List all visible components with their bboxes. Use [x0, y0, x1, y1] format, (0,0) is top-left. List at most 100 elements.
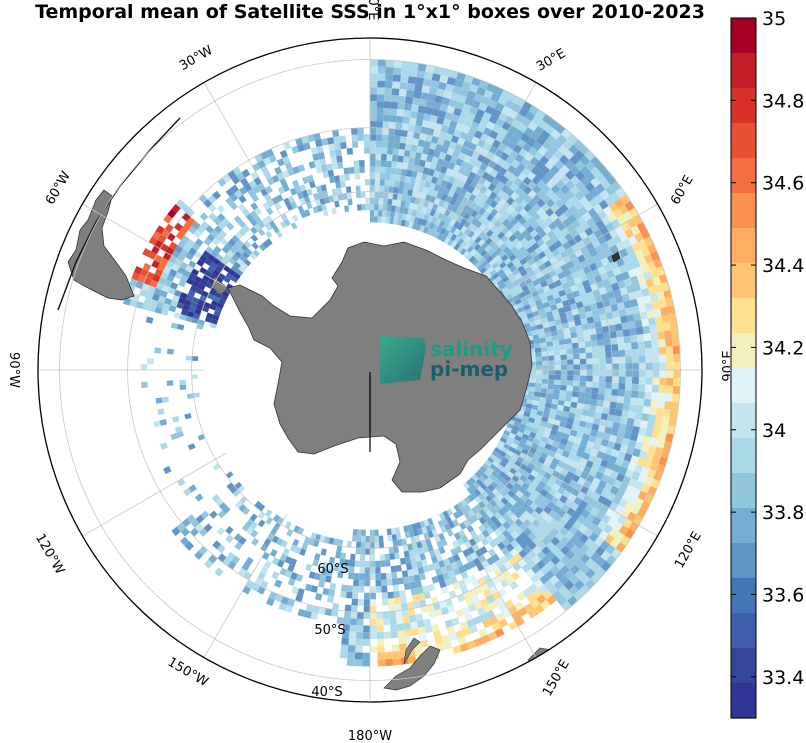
sss-cell — [462, 548, 471, 558]
sss-cell — [600, 413, 609, 421]
sss-cell — [556, 329, 564, 336]
sss-cell — [533, 579, 544, 589]
sss-cell — [582, 211, 592, 222]
sss-cell — [216, 526, 226, 536]
sss-cell — [574, 319, 582, 327]
sss-cell — [529, 286, 537, 294]
sss-cell — [411, 190, 418, 198]
sss-cell — [485, 205, 494, 214]
sss-cell — [615, 402, 624, 410]
sss-cell — [543, 260, 552, 269]
sss-cell — [182, 269, 192, 278]
sss-cell — [549, 155, 560, 165]
sss-cell — [428, 121, 437, 130]
sss-cell — [327, 137, 335, 145]
sss-cell — [576, 268, 586, 277]
sss-cell — [305, 604, 314, 613]
sss-cell — [346, 591, 353, 599]
sss-cell — [260, 580, 269, 589]
sss-cell — [450, 135, 460, 144]
sss-cell — [538, 501, 547, 511]
sss-cell — [215, 253, 224, 262]
sss-cell — [463, 74, 474, 84]
sss-cell — [535, 374, 543, 379]
sss-cell — [589, 404, 597, 412]
sss-cell — [626, 218, 637, 229]
sss-cell — [638, 355, 646, 363]
sss-cell — [236, 239, 244, 248]
sss-cell — [459, 110, 469, 119]
sss-cell — [425, 64, 435, 74]
sss-cell — [419, 572, 426, 581]
sss-cell — [650, 332, 658, 341]
sss-cell — [534, 225, 544, 234]
sss-cell — [523, 429, 531, 436]
sss-cell — [523, 304, 531, 311]
sss-cell — [467, 509, 475, 517]
sss-cell — [611, 344, 619, 351]
sss-cell — [382, 611, 390, 619]
sss-cell — [440, 166, 448, 174]
sss-cell — [617, 280, 626, 289]
sss-cell — [229, 193, 239, 202]
sss-cell — [379, 541, 384, 549]
sss-cell — [474, 471, 482, 479]
sss-cell — [514, 417, 522, 424]
sss-cell — [592, 381, 599, 388]
sss-cell — [548, 413, 556, 420]
sss-cell — [541, 546, 551, 556]
sss-cell — [260, 188, 269, 197]
sss-cell — [540, 476, 549, 485]
sss-cell — [464, 191, 472, 200]
sss-cell — [539, 396, 547, 403]
sss-cell — [599, 189, 610, 200]
sss-cell — [493, 228, 502, 236]
sss-cell — [520, 494, 529, 503]
sss-cell — [580, 318, 588, 325]
sss-cell — [560, 364, 568, 370]
sss-cell — [477, 139, 486, 149]
sss-cell — [388, 186, 395, 194]
sss-cell — [544, 569, 555, 580]
sss-cell — [380, 166, 386, 174]
sss-cell — [520, 237, 529, 246]
sss-cell — [205, 246, 214, 255]
sss-cell — [351, 598, 358, 606]
sss-cell — [526, 514, 536, 524]
sss-cell — [624, 200, 635, 212]
sss-cell — [609, 331, 617, 339]
sss-cell — [374, 197, 379, 205]
sss-cell — [536, 493, 545, 502]
sss-cell — [494, 511, 502, 520]
sss-cell — [540, 564, 550, 575]
sss-cell — [574, 579, 585, 591]
sss-cell — [475, 182, 483, 191]
sss-cell — [553, 149, 564, 160]
sss-cell — [504, 179, 514, 189]
sss-cell — [597, 209, 608, 220]
sss-cell — [398, 181, 405, 189]
sss-cell — [530, 598, 541, 609]
sss-cell — [505, 293, 513, 301]
sss-cell — [358, 586, 365, 593]
sss-cell — [509, 580, 519, 590]
sss-cell — [555, 499, 565, 509]
sss-cell — [531, 212, 541, 221]
sss-cell — [184, 541, 194, 551]
sss-cell — [329, 176, 336, 184]
sss-cell — [571, 337, 579, 344]
sss-cell — [212, 269, 221, 277]
sss-cell — [571, 391, 579, 398]
sss-cell — [587, 322, 596, 330]
sss-cell — [628, 291, 637, 301]
sss-cell — [561, 450, 570, 458]
sss-cell — [552, 292, 561, 300]
sss-cell — [489, 168, 499, 178]
sss-cell — [555, 550, 566, 561]
sss-cell — [383, 101, 392, 109]
sss-cell — [177, 478, 186, 487]
sss-cell — [416, 620, 425, 628]
sss-cell — [390, 205, 396, 213]
sss-cell — [600, 550, 611, 561]
sss-cell — [501, 546, 510, 556]
